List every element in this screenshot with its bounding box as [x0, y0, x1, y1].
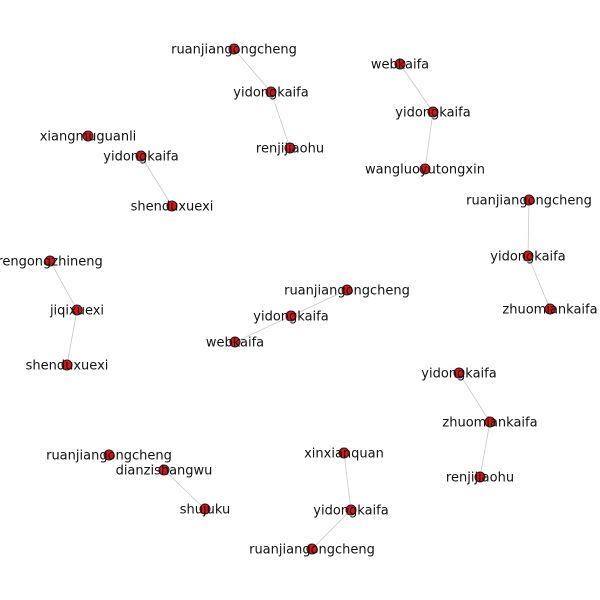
- node-n27: [306, 543, 318, 555]
- node-label-n16: ruanjiangongcheng: [284, 284, 410, 299]
- node-label-n4: webkaifa: [371, 58, 429, 73]
- node-n11: [522, 250, 534, 262]
- edge-n11-n12: [527, 255, 551, 310]
- edge-n1-n2: [233, 48, 272, 93]
- node-n5: [427, 106, 439, 118]
- node-label-n25: xinxianquan: [304, 447, 384, 462]
- node-label-n1: ruanjiangongcheng: [171, 43, 297, 58]
- node-label-n5: yidongkaifa: [395, 106, 470, 121]
- node-n18: [229, 336, 241, 348]
- node-n26: [345, 504, 357, 516]
- node-n17: [285, 310, 297, 322]
- node-n10: [523, 194, 535, 206]
- node-n2: [265, 86, 277, 98]
- node-label-n12: zhuomiankaifa: [502, 303, 597, 318]
- edge-n5-n6: [424, 111, 434, 170]
- node-label-n13: rengongzhineng: [0, 255, 103, 270]
- edge-n25-n26: [343, 452, 352, 511]
- node-n12: [544, 303, 556, 315]
- edge-layer: [49, 48, 551, 550]
- node-label-n9: shenduxuexi: [131, 200, 214, 215]
- node-n15: [61, 359, 73, 371]
- edge-n17-n18: [234, 315, 292, 343]
- node-label-n24: shujuku: [180, 503, 230, 518]
- node-n24: [199, 503, 211, 515]
- edge-n23-n24: [163, 469, 206, 510]
- edge-n16-n17: [290, 289, 348, 317]
- node-n20: [484, 416, 496, 428]
- node-label-n17: yidongkaifa: [253, 310, 328, 325]
- node-n19: [453, 367, 465, 379]
- node-label-n19: yidongkaifa: [421, 367, 496, 382]
- node-n7: [82, 130, 94, 142]
- edge-n20-n21: [479, 421, 491, 478]
- node-n3: [284, 142, 296, 154]
- node-label-n22: ruanjiangongcheng: [46, 449, 172, 464]
- edge-n26-n27: [311, 509, 352, 550]
- node-label-n21: renjijiaohu: [446, 471, 514, 486]
- node-n9: [166, 200, 178, 212]
- node-label-n27: ruanjiangongcheng: [249, 543, 375, 558]
- node-n22: [103, 449, 115, 461]
- edge-n14-n15: [66, 309, 78, 366]
- node-n8: [135, 150, 147, 162]
- label-layer: ruanjiangongcheng yidongkaifa renjijiaohu w…: [0, 43, 598, 558]
- node-label-n7: xiangmuguanli: [40, 130, 137, 145]
- node-label-n3: renjijiaohu: [256, 142, 324, 157]
- node-n16: [341, 284, 353, 296]
- node-n13: [44, 255, 56, 267]
- node-n1: [228, 43, 240, 55]
- node-n4: [394, 58, 406, 70]
- node-n21: [474, 471, 486, 483]
- edge-n4-n5: [399, 63, 434, 113]
- node-label-n18: webkaifa: [206, 336, 264, 351]
- node-n25: [338, 447, 350, 459]
- node-n6: [419, 163, 431, 175]
- edge-n2-n3: [270, 91, 291, 149]
- node-label-n20: zhuomiankaifa: [442, 416, 537, 431]
- edge-n13-n14: [49, 260, 78, 311]
- edge-n8-n9: [140, 155, 173, 207]
- node-label-n15: shenduxuexi: [26, 359, 109, 374]
- node-label-n6: wangluoyutongxin: [365, 163, 485, 178]
- node-label-n2: yidongkaifa: [233, 86, 308, 101]
- node-label-n26: yidongkaifa: [313, 504, 388, 519]
- node-label-n14: jiqixuexi: [49, 304, 104, 319]
- node-label-n11: yidongkaifa: [490, 250, 565, 265]
- node-label-n23: dianzishangwu: [116, 464, 213, 479]
- node-n14: [71, 304, 83, 316]
- node-label-n8: yidongkaifa: [103, 150, 178, 165]
- node-n23: [158, 464, 170, 476]
- edge-n19-n20: [458, 372, 491, 423]
- edge-n10-n11: [527, 199, 530, 257]
- node-layer: [44, 43, 556, 555]
- node-label-n10: ruanjiangongcheng: [466, 194, 592, 209]
